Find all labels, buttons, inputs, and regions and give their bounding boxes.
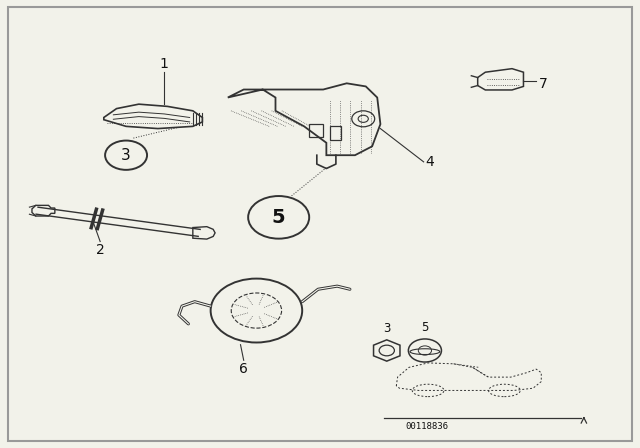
Text: 3: 3: [383, 322, 390, 335]
Text: 4: 4: [425, 155, 434, 169]
Text: 1: 1: [160, 57, 169, 71]
Text: 2: 2: [96, 243, 104, 257]
Text: 7: 7: [540, 77, 548, 91]
Text: 5: 5: [421, 321, 429, 334]
Circle shape: [105, 141, 147, 170]
Text: 5: 5: [272, 208, 285, 227]
Text: 3: 3: [121, 148, 131, 163]
Text: 6: 6: [239, 362, 248, 375]
Text: 00118836: 00118836: [406, 422, 449, 431]
Bar: [330, 126, 341, 140]
Bar: [308, 124, 323, 138]
Circle shape: [248, 196, 309, 239]
